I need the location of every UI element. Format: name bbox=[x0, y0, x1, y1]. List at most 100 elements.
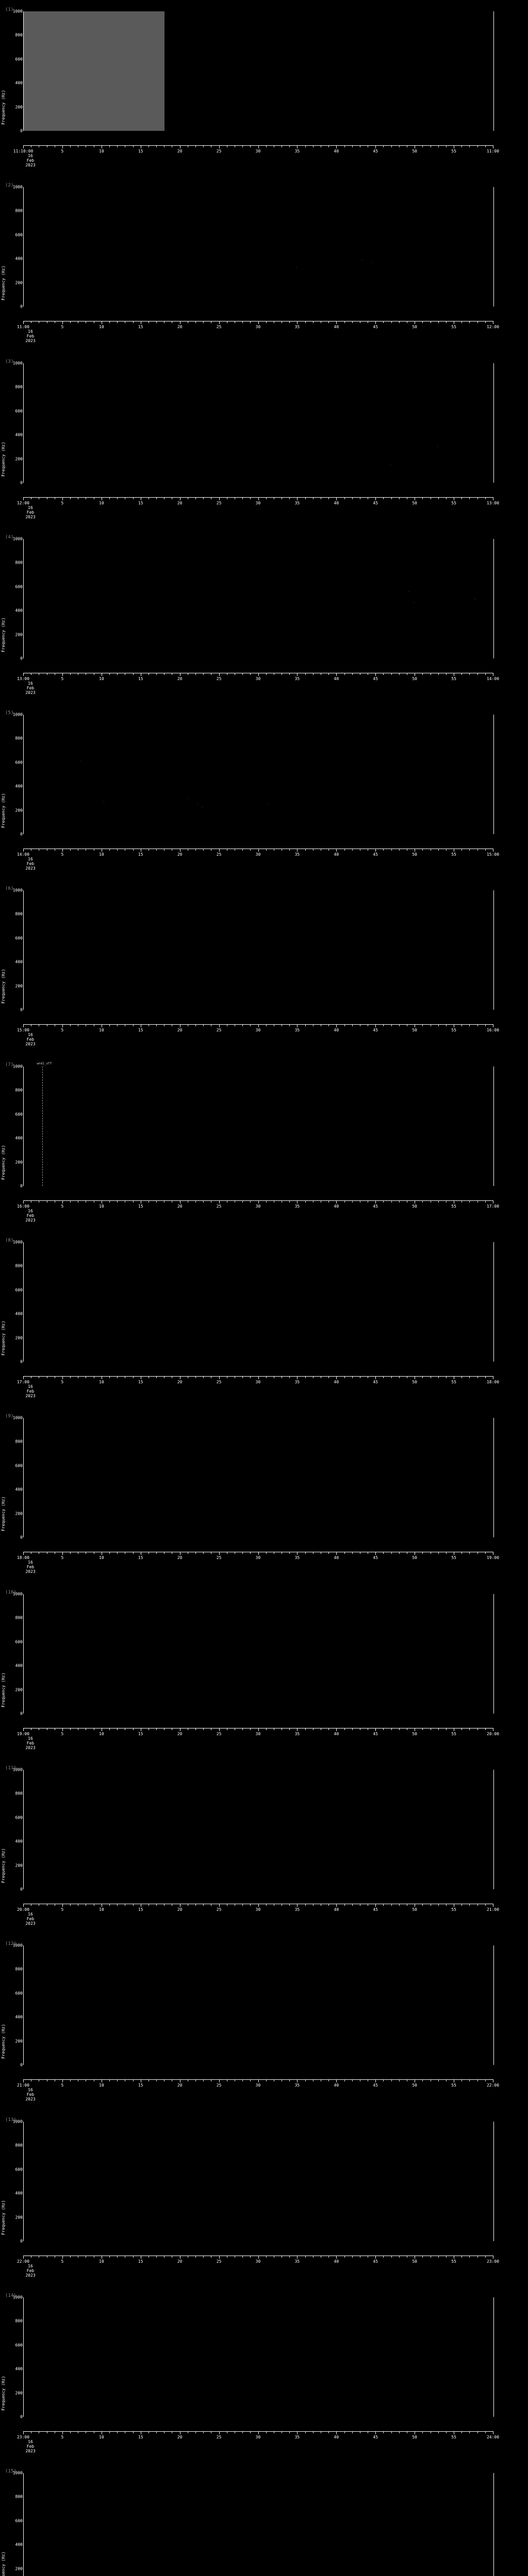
x-tick-mark bbox=[391, 849, 392, 851]
y-tick-mark bbox=[23, 193, 24, 194]
y-tick-mark bbox=[493, 375, 494, 376]
x-tick-label: 45 bbox=[373, 2435, 378, 2439]
x-tick-mark bbox=[289, 1552, 290, 1554]
y-tick-mark bbox=[23, 744, 24, 745]
x-tick-mark bbox=[375, 2256, 376, 2259]
y-tick-mark bbox=[23, 1084, 24, 1085]
x-tick-label: 5 bbox=[61, 1380, 64, 1384]
x-tick-mark bbox=[23, 1552, 24, 1555]
plot-area bbox=[23, 539, 494, 658]
y-tick-mark bbox=[493, 798, 494, 799]
y-tick-mark bbox=[23, 1078, 24, 1079]
x-tick-mark bbox=[336, 1728, 337, 1731]
y-tick-mark bbox=[493, 896, 494, 897]
y-axis-ticks: 1000 800 600 400 200 0 bbox=[0, 352, 23, 528]
x-tick-label: 55 bbox=[451, 1907, 456, 1912]
y-tick-mark bbox=[23, 1793, 24, 1794]
y-tick-mark bbox=[493, 1260, 494, 1261]
x-tick-label: 25 bbox=[216, 2083, 222, 2088]
x-tick-label: 25 bbox=[216, 852, 222, 857]
x-tick-mark bbox=[344, 1904, 345, 1906]
x-tick-mark bbox=[485, 2256, 486, 2258]
y-tick-mark bbox=[493, 1507, 494, 1508]
x-tick-label: 15:00 bbox=[16, 1028, 30, 1032]
y-tick-mark bbox=[493, 1144, 494, 1145]
y-tick-label: 200 bbox=[15, 280, 23, 285]
x-tick-mark bbox=[391, 1024, 392, 1026]
y-tick-label: 1000 bbox=[12, 1591, 23, 1597]
x-tick-label: 50 bbox=[412, 1732, 417, 1736]
x-tick-mark bbox=[62, 2256, 63, 2259]
y-tick-mark bbox=[493, 1859, 494, 1860]
y-tick-label: 600 bbox=[15, 1815, 23, 1820]
y-tick-mark bbox=[493, 1290, 494, 1291]
x-tick-mark bbox=[148, 673, 149, 675]
y-tick-label: 400 bbox=[15, 1663, 23, 1668]
x-tick-mark bbox=[469, 1552, 470, 1554]
x-tick-label: 22:00 bbox=[16, 2259, 30, 2264]
y-tick-mark bbox=[23, 1138, 24, 1139]
x-tick-mark bbox=[305, 497, 306, 499]
y-tick-mark bbox=[493, 1278, 494, 1279]
y-tick-label: 800 bbox=[15, 736, 23, 741]
x-tick-mark bbox=[242, 2256, 243, 2258]
data-point bbox=[188, 798, 189, 799]
x-tick-mark bbox=[195, 1024, 196, 1026]
plot-area bbox=[23, 2297, 494, 2417]
x-tick-mark bbox=[109, 497, 110, 499]
x-tick-mark bbox=[109, 2079, 110, 2081]
y-tick-mark bbox=[493, 1272, 494, 1273]
x-tick-mark bbox=[469, 2431, 470, 2433]
y-tick-mark bbox=[23, 592, 24, 593]
x-tick-mark bbox=[352, 497, 353, 499]
x-tick-mark bbox=[399, 2431, 400, 2433]
y-tick-mark bbox=[23, 1871, 24, 1872]
x-tick-label: 50 bbox=[412, 676, 417, 681]
y-tick-label: 0 bbox=[20, 2062, 23, 2067]
x-tick-label: 15 bbox=[138, 852, 143, 857]
x-tick-label: 10 bbox=[99, 1732, 104, 1736]
y-tick-label: 800 bbox=[15, 2143, 23, 2148]
x-tick-mark bbox=[352, 673, 353, 675]
x-tick-label: 35 bbox=[294, 149, 300, 154]
y-tick-label: 1000 bbox=[12, 1240, 23, 1245]
x-tick-mark bbox=[203, 1728, 204, 1730]
x-tick-label: 20 bbox=[177, 501, 183, 505]
x-tick-mark bbox=[477, 1552, 478, 1554]
x-tick-label: 10 bbox=[99, 1907, 104, 1912]
y-tick-mark bbox=[493, 1424, 494, 1425]
x-tick-mark bbox=[336, 849, 337, 852]
x-tick-mark bbox=[156, 673, 157, 675]
y-tick-mark bbox=[493, 1138, 494, 1139]
x-tick-mark bbox=[477, 1024, 478, 1026]
x-tick-mark bbox=[305, 145, 306, 147]
x-tick-mark bbox=[422, 497, 423, 499]
panel-index-label: (14) bbox=[5, 2293, 16, 2298]
y-tick-mark bbox=[493, 738, 494, 739]
x-tick-mark bbox=[62, 1904, 63, 1907]
x-tick-label: 25 bbox=[216, 325, 222, 329]
panel-7: (7) Frequency (Hz) 1000 800 600 400 200 0 wnd1_o… bbox=[0, 1055, 528, 1231]
x-tick-label: 20:00 bbox=[486, 1732, 500, 1736]
x-tick-label: 30 bbox=[255, 2259, 261, 2264]
x-tick-label: 40 bbox=[334, 1204, 339, 1209]
y-tick-mark bbox=[23, 902, 24, 903]
x-tick-mark bbox=[258, 1024, 259, 1027]
x-tick-mark bbox=[305, 2256, 306, 2258]
y-tick-mark bbox=[23, 956, 24, 957]
x-tick-mark bbox=[23, 1200, 24, 1204]
x-tick-mark bbox=[344, 145, 345, 147]
x-tick-mark bbox=[383, 145, 384, 147]
x-tick-label: 5 bbox=[61, 2435, 64, 2439]
y-tick-label: 0 bbox=[20, 1711, 23, 1716]
x-tick-mark bbox=[312, 321, 314, 323]
x-tick-mark bbox=[469, 1024, 470, 1026]
y-axis-ticks: 1000 800 600 400 200 0 bbox=[0, 1055, 23, 1231]
x-tick-mark bbox=[352, 1024, 353, 1026]
x-tick-mark bbox=[461, 2256, 463, 2258]
x-tick-label: 20 bbox=[177, 1204, 183, 1209]
x-tick-label: 5 bbox=[61, 149, 64, 154]
x-tick-mark bbox=[117, 1552, 118, 1554]
x-tick-mark bbox=[219, 673, 220, 676]
plot-area bbox=[23, 1242, 494, 1362]
